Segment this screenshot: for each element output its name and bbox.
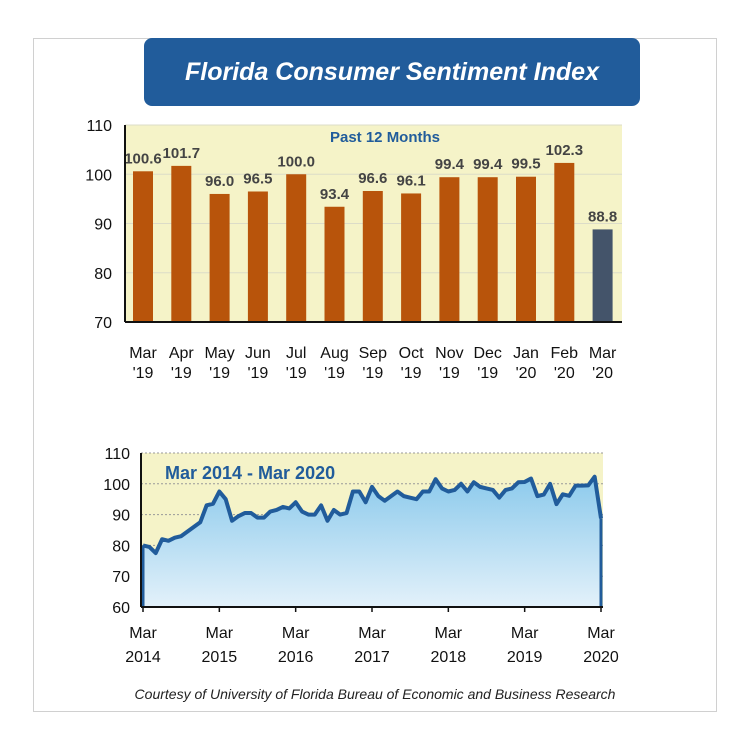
x-tick-label: '19 [324,365,345,382]
bar [247,191,268,322]
x-tick-label: 2019 [507,649,543,666]
x-tick-label: '20 [516,365,537,382]
y-tick-label: 90 [112,508,130,525]
y-tick-label: 110 [86,118,112,135]
x-tick-label: '19 [477,365,498,382]
x-tick-label: Mar [206,625,234,642]
x-tick-label: Mar [129,345,157,362]
x-tick-label: '19 [209,365,230,382]
chart-title: Florida Consumer Sentiment Index [185,57,599,86]
data-label: 100.6 [124,150,162,167]
x-tick-label: '19 [286,365,307,382]
series-line [142,474,603,556]
area-chart-subtitle: Mar 2014 - Mar 2020 [165,463,335,483]
x-tick-label: May [204,345,234,362]
x-tick-label: 2016 [278,649,314,666]
x-tick-label: Mar [435,625,463,642]
data-label: 96.0 [205,173,234,190]
x-tick-label: Dec [473,345,501,362]
bar [554,162,575,322]
y-tick-label: 90 [94,217,112,234]
x-tick-label: Mar [282,625,310,642]
data-label: 99.4 [435,156,465,173]
data-label: 101.7 [163,145,201,162]
x-tick-label: '19 [439,365,460,382]
y-tick-label: 60 [112,600,130,617]
y-tick-label: 100 [85,167,112,184]
bar [171,165,192,322]
x-tick-label: '19 [362,365,383,382]
data-label: 96.6 [358,170,387,187]
bar [439,177,460,322]
area-chart-history: 60 70 80 90 100 110 Mar 2014 Mar 2015 Mar 2016 Mar 20… [103,446,619,666]
x-tick-label: Mar [129,625,157,642]
x-tick-label: 2020 [583,649,619,666]
x-tick-label: '19 [133,365,154,382]
data-label: 99.4 [473,156,503,173]
x-tick-label: 2018 [431,649,467,666]
data-label: 88.8 [588,208,617,225]
x-tick-label: Mar [511,625,539,642]
bar [477,177,498,322]
x-tick-label: Jun [245,345,271,362]
bar [324,206,345,322]
y-tick-label: 80 [112,538,130,555]
bar-chart-subtitle: Past 12 Months [330,129,440,146]
x-tick-label: Oct [399,345,424,362]
bar [401,193,422,322]
bar [133,171,153,322]
data-label: 99.5 [511,156,540,173]
x-tick-label: Sep [359,345,388,362]
x-tick-label: '19 [171,365,192,382]
x-tick-label: 2017 [354,649,390,666]
data-label: 100.0 [277,153,315,170]
data-label: 93.4 [320,186,350,203]
x-tick-label: Mar [587,625,615,642]
x-tick-label: '20 [554,365,575,382]
x-tick-label: Apr [169,345,195,362]
x-tick-label: 2014 [125,649,161,666]
x-tick-label: Aug [320,345,348,362]
chart-title-banner: Florida Consumer Sentiment Index [144,38,640,106]
x-tick-label: 2015 [202,649,238,666]
bar [592,229,613,322]
bar [286,174,307,322]
source-credit: Courtesy of University of Florida Bureau… [134,686,616,702]
data-label: 102.3 [546,142,584,159]
x-tick-label: Jul [286,345,306,362]
x-tick-label: '19 [247,365,268,382]
bar [516,176,536,322]
x-tick-label: Mar [589,345,617,362]
x-tick-label: '19 [401,365,422,382]
bar [362,190,383,322]
x-tick-label: '20 [592,365,613,382]
y-tick-label: 70 [112,569,130,586]
bar [209,193,230,322]
y-tick-label: 70 [94,315,112,332]
y-tick-label: 100 [103,477,130,494]
x-tick-label: Mar [358,625,386,642]
y-tick-label: 110 [104,446,130,463]
y-tick-label: 80 [94,266,112,283]
x-tick-label: Feb [551,345,579,362]
area-fill [143,476,601,607]
x-tick-label: Nov [435,345,463,362]
data-label: 96.1 [396,172,425,189]
x-tick-label: Jan [513,345,539,362]
data-label: 96.5 [243,170,272,187]
bar-chart-past-12-months: 70 80 90 100 110 100.6 Mar '19 101.7 Apr '19 96.0 Ma… [85,118,622,382]
